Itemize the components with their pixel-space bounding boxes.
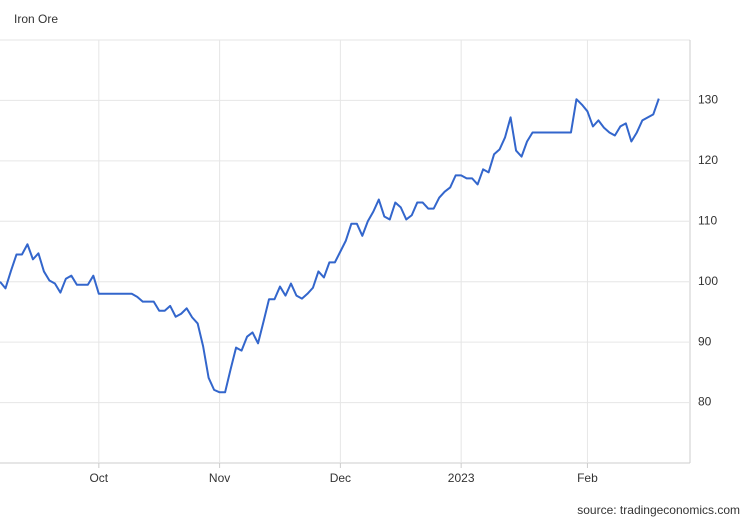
- y-tick-label: 130: [698, 93, 718, 107]
- x-tick-label: Nov: [209, 471, 230, 485]
- y-tick-label: 80: [698, 395, 712, 409]
- x-tick-label: Oct: [89, 471, 108, 485]
- x-tick-label: Feb: [577, 471, 598, 485]
- y-tick-label: 110: [698, 213, 717, 227]
- y-tick-label: 90: [698, 334, 712, 348]
- y-tick-label: 120: [698, 153, 718, 167]
- price-line: [0, 98, 660, 394]
- source-note: source: tradingeconomics.com: [577, 503, 740, 517]
- chart-title: Iron Ore: [14, 12, 58, 26]
- x-tick-label: 2023: [448, 471, 475, 485]
- x-tick-label: Dec: [330, 471, 351, 485]
- y-tick-label: 100: [698, 274, 718, 288]
